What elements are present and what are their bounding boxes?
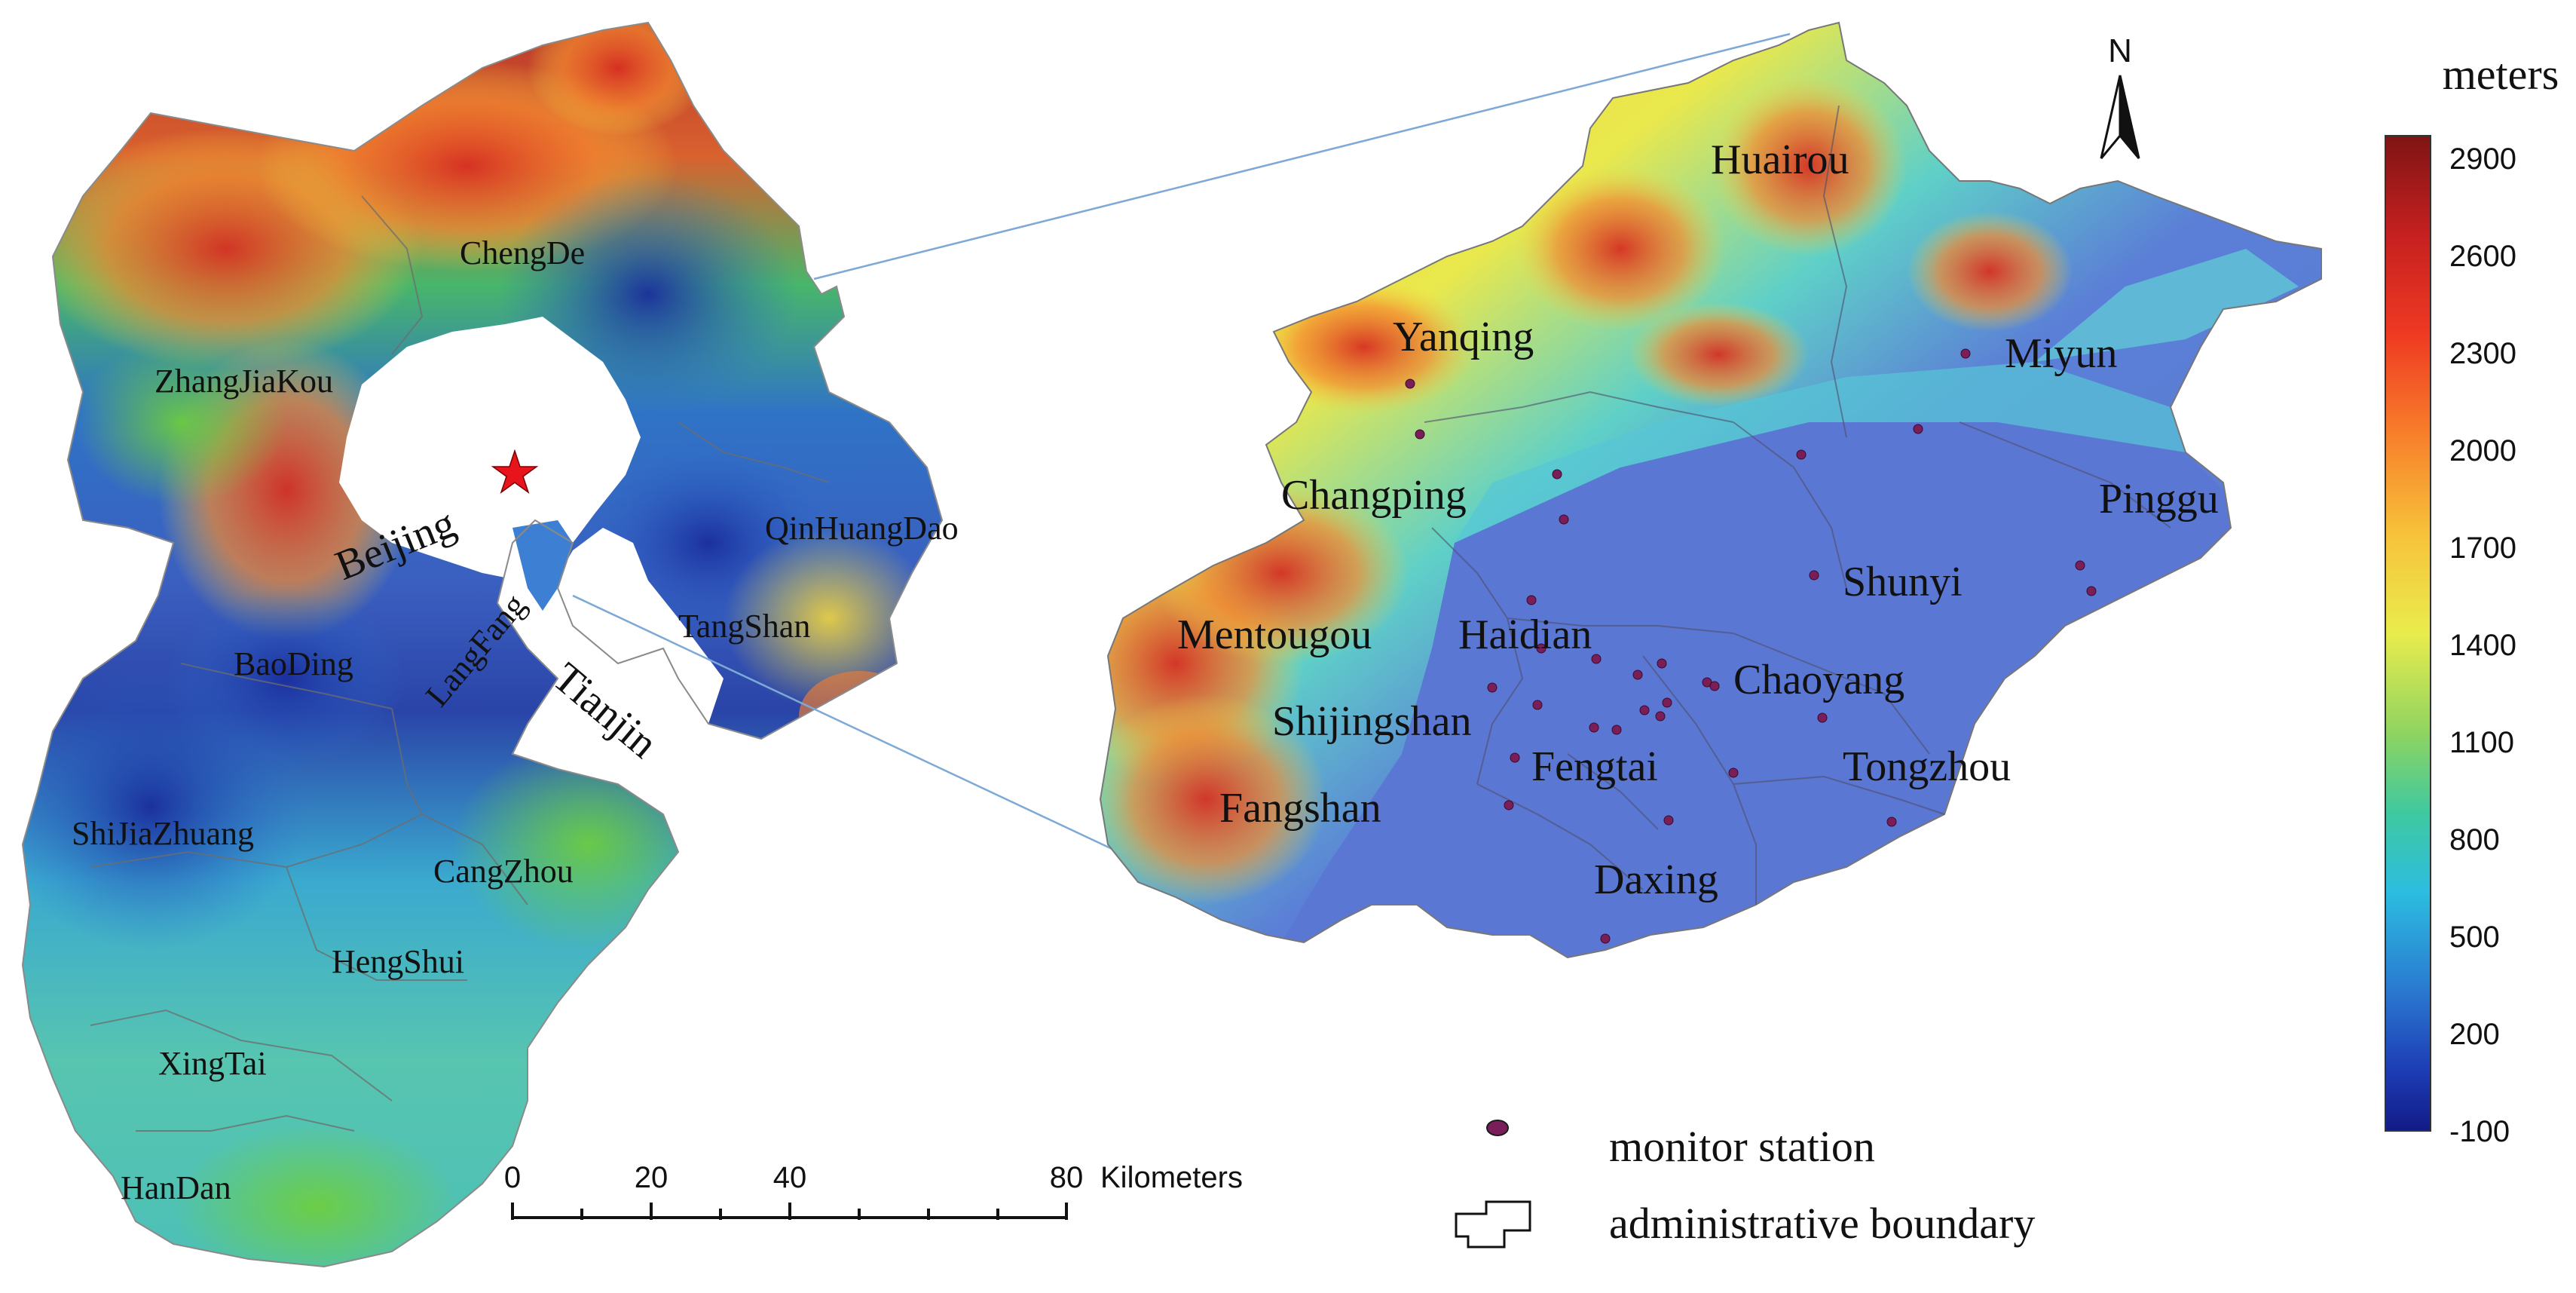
colorbar-title: meters — [2443, 50, 2559, 99]
station-point — [1728, 768, 1739, 778]
label-tangshan: TangShan — [678, 608, 810, 645]
station-point — [1913, 424, 1923, 434]
scale-tick-40: 40 — [773, 1161, 807, 1194]
colorbar-gradient — [2385, 135, 2431, 1132]
station-point — [1536, 643, 1547, 654]
station-point — [1415, 429, 1425, 440]
legend-boundary-icon — [1455, 1200, 1531, 1249]
station-point — [1559, 514, 1569, 525]
tianjin-area — [543, 528, 724, 754]
colorbar-tick-label: 1400 — [2449, 629, 2516, 662]
colorbar-tick-label: 200 — [2449, 1018, 2500, 1051]
label-chengde: ChengDe — [460, 234, 585, 271]
label-fangshan: Fangshan — [1219, 785, 1381, 832]
label-handan: HanDan — [121, 1169, 231, 1206]
legend-station-label: monitor station — [1609, 1122, 1875, 1171]
colorbar-tick-label: 500 — [2449, 921, 2500, 954]
colorbar-ticks: 2900 2600 2300 2000 1700 1400 1100 800 500 200 -10… — [2449, 142, 2516, 1148]
scale-bar: 0 20 40 80 Kilometers — [504, 1161, 1243, 1220]
station-point — [1655, 711, 1666, 722]
colorbar-tick-label: 2300 — [2449, 337, 2516, 370]
north-arrow-icon: N — [2100, 32, 2140, 159]
label-shijiazhuang: ShiJiaZhuang — [72, 815, 254, 852]
colorbar-tick-label: 1100 — [2449, 726, 2514, 759]
label-cangzhou: CangZhou — [433, 853, 574, 890]
city-boundaries — [90, 195, 830, 1132]
station-point — [1960, 348, 1971, 359]
label-qinhuangdao: QinHuangDao — [765, 510, 959, 547]
colorbar-tick-label: 800 — [2449, 823, 2500, 856]
station-point — [1552, 469, 1562, 480]
label-huairou: Huairou — [1711, 136, 1849, 183]
colorbar-tick-label: 2000 — [2449, 434, 2516, 467]
colorbar-tick-label: 2900 — [2449, 142, 2516, 176]
label-baoding: BaoDing — [234, 645, 353, 682]
station-point — [1487, 682, 1498, 693]
station-point — [1662, 697, 1672, 708]
station-point — [1796, 449, 1807, 460]
station-point — [1405, 378, 1415, 389]
monitor-stations — [1405, 348, 2097, 944]
label-daxing: Daxing — [1594, 856, 1718, 903]
station-point — [1632, 669, 1643, 680]
station-point — [1532, 700, 1543, 710]
label-yanqing: Yanqing — [1393, 314, 1534, 360]
label-hengshui: HengShui — [332, 943, 464, 980]
district-labels: Huairou Yanqing Miyun Changping Pinggu S… — [1177, 136, 2219, 903]
station-point — [1886, 817, 1897, 827]
colorbar-tick-label: -100 — [2449, 1115, 2510, 1148]
map-legend: monitor station administrative boundary — [1455, 1120, 2035, 1249]
station-point — [1600, 933, 1611, 944]
scale-tick-20: 20 — [635, 1161, 668, 1194]
label-pinggu: Pinggu — [2099, 476, 2219, 522]
left-region-map: ChengDe ZhangJiaKou Beijing QinHuangDao … — [21, 21, 959, 1268]
label-xingtai: XingTai — [158, 1045, 267, 1082]
label-fengtai: Fengtai — [1531, 743, 1658, 790]
north-label: N — [2108, 32, 2132, 69]
beijing-area — [339, 317, 641, 581]
station-point — [1611, 725, 1622, 735]
elevation-colorbar: meters 2900 2600 2300 2000 1700 1400 1100 800 50… — [2385, 50, 2559, 1148]
legend-boundary-label: administrative boundary — [1609, 1199, 2035, 1248]
station-point — [1657, 658, 1667, 669]
station-point — [1504, 800, 1514, 810]
label-mentougou: Mentougou — [1177, 611, 1372, 658]
beijing-star-icon — [491, 449, 539, 494]
scale-unit: Kilometers — [1100, 1161, 1243, 1194]
label-tongzhou: Tongzhou — [1843, 743, 2011, 790]
scale-tick-80: 80 — [1050, 1161, 1084, 1194]
right-beijing-map: Huairou Yanqing Miyun Changping Pinggu S… — [1099, 21, 2322, 959]
station-point — [1709, 681, 1720, 691]
scale-tick-0: 0 — [504, 1161, 521, 1194]
label-zhangjiakou: ZhangJiaKou — [154, 363, 333, 400]
label-miyun: Miyun — [2005, 330, 2117, 377]
label-haidian: Haidian — [1458, 611, 1592, 658]
colorbar-tick-label: 1700 — [2449, 532, 2516, 565]
station-point — [1510, 752, 1520, 763]
station-point — [1526, 595, 1537, 605]
label-changping: Changping — [1281, 472, 1467, 519]
station-point — [1809, 570, 1819, 581]
station-point — [2075, 560, 2085, 571]
station-point — [1639, 705, 1650, 715]
label-chaoyang: Chaoyang — [1733, 657, 1904, 703]
station-point — [1663, 815, 1674, 826]
colorbar-tick-label: 2600 — [2449, 240, 2516, 273]
station-point — [1591, 654, 1602, 664]
legend-station-icon — [1486, 1120, 1509, 1136]
station-point — [1817, 712, 1828, 723]
label-shunyi: Shunyi — [1843, 559, 1963, 605]
district-boundaries — [1424, 105, 2171, 905]
station-point — [1589, 722, 1599, 733]
label-shijingshan: Shijingshan — [1272, 698, 1471, 745]
station-point — [2086, 586, 2097, 596]
